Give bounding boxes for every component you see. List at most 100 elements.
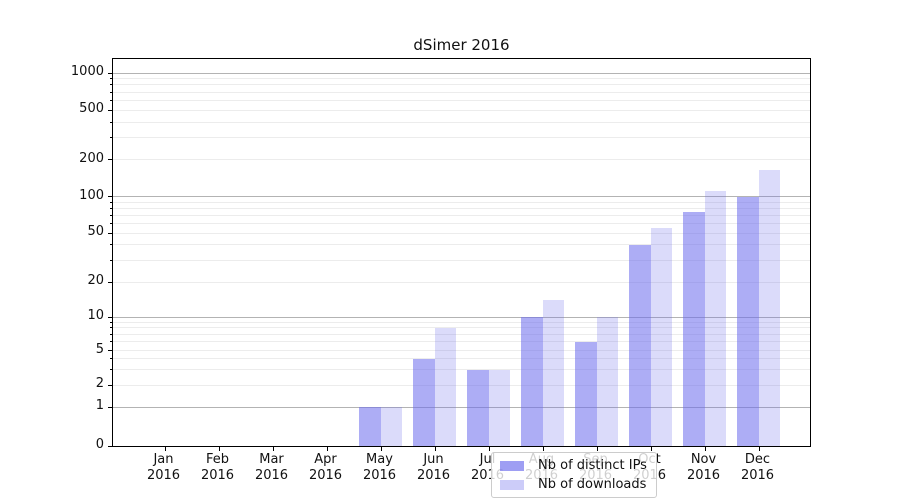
x-tick-label: Jan 2016 — [146, 452, 181, 483]
y-tick — [108, 159, 113, 160]
y-minor-tick — [110, 222, 113, 224]
legend-label: Nb of distinct IPs — [538, 458, 647, 473]
y-minor-tick — [110, 321, 113, 323]
minor-gridline — [113, 341, 810, 343]
y-minor-tick — [110, 207, 113, 209]
bar-distinct-ips-oct — [629, 244, 651, 446]
y-tick-label: 1 — [95, 398, 104, 413]
bar-distinct-ips-jul — [467, 369, 489, 446]
minor-gridline — [113, 201, 810, 203]
y-minor-tick — [110, 84, 113, 86]
x-tick — [164, 446, 166, 451]
minor-gridline — [113, 214, 810, 216]
y-minor-tick — [110, 214, 113, 216]
y-tick-label: 50 — [87, 224, 104, 239]
y-minor-tick — [110, 259, 113, 261]
minor-gridline — [113, 333, 810, 335]
y-minor-tick — [110, 327, 113, 329]
y-minor-tick — [110, 369, 113, 371]
minor-gridline — [113, 244, 810, 246]
x-tick — [380, 446, 382, 451]
y-tick-label: 10 — [87, 308, 104, 323]
y-minor-tick — [110, 78, 113, 80]
y-tick-label: 5 — [95, 341, 104, 357]
plot-area: Nb of distinct IPs Nb of downloads — [108, 58, 811, 498]
x-tick-label: Feb 2016 — [200, 452, 235, 483]
x-tick — [596, 446, 598, 451]
bar-downloads-aug — [542, 300, 564, 446]
y-tick — [108, 196, 113, 197]
bar-distinct-ips-dec — [737, 196, 759, 446]
major-gridline — [113, 196, 810, 197]
bar-downloads-nov — [704, 191, 726, 446]
y-tick — [108, 109, 113, 111]
y-minor-tick — [110, 121, 113, 123]
minor-gridline — [113, 232, 810, 234]
y-tick — [108, 384, 113, 386]
x-tick — [488, 446, 490, 451]
minor-gridline — [113, 137, 810, 139]
y-tick-label: 500 — [79, 101, 104, 116]
legend: Nb of distinct IPs Nb of downloads — [491, 452, 657, 498]
y-tick — [108, 72, 113, 74]
y-minor-tick — [110, 99, 113, 101]
legend-label: Nb of downloads — [538, 477, 647, 492]
y-tick — [108, 281, 113, 283]
minor-gridline — [113, 222, 810, 224]
minor-gridline — [113, 121, 810, 123]
y-tick — [108, 350, 113, 351]
minor-gridline — [113, 369, 810, 371]
y-tick-label: 100 — [79, 187, 104, 203]
minor-gridline — [113, 281, 810, 283]
y-tick-label: 200 — [79, 150, 104, 166]
x-tick — [704, 446, 706, 451]
minor-gridline — [113, 91, 810, 93]
bar-downloads-oct — [650, 227, 672, 446]
bar-downloads-jul — [488, 369, 510, 446]
minor-gridline — [113, 321, 810, 323]
chart-title: dSimer 2016 — [413, 36, 510, 54]
bar-distinct-ips-may — [359, 407, 381, 446]
bar-distinct-ips-jun — [413, 358, 435, 446]
minor-gridline — [113, 350, 810, 351]
x-tick-label: May 2016 — [362, 452, 397, 483]
bar-downloads-dec — [758, 169, 780, 446]
bar-distinct-ips-aug — [521, 317, 543, 446]
x-tick-label: Dec 2016 — [740, 452, 775, 483]
bar-distinct-ips-nov — [683, 211, 705, 446]
y-minor-tick — [110, 201, 113, 203]
legend-swatch-downloads — [500, 479, 524, 490]
bar-downloads-jun — [434, 327, 456, 446]
bar-downloads-may — [380, 407, 402, 446]
minor-gridline — [113, 384, 810, 386]
y-minor-tick — [110, 358, 113, 360]
minor-gridline — [113, 84, 810, 86]
y-minor-tick — [110, 91, 113, 93]
legend-item: Nb of downloads — [500, 477, 647, 492]
legend-item: Nb of distinct IPs — [500, 458, 647, 473]
y-tick — [108, 406, 113, 408]
bar-downloads-sep — [596, 317, 618, 446]
legend-swatch-distinct-ips — [500, 460, 524, 471]
minor-gridline — [113, 159, 810, 160]
y-tick — [108, 232, 113, 234]
x-tick — [758, 446, 760, 451]
y-tick — [108, 445, 113, 447]
y-tick-label: 1000 — [70, 64, 104, 79]
minor-gridline — [113, 207, 810, 209]
x-tick-label: Nov 2016 — [686, 452, 721, 483]
minor-gridline — [113, 99, 810, 101]
x-tick — [434, 446, 436, 451]
x-tick — [542, 446, 544, 451]
x-tick — [218, 446, 220, 451]
y-tick — [108, 316, 113, 318]
major-gridline — [113, 406, 810, 408]
x-tick-label: Mar 2016 — [254, 452, 289, 483]
y-tick-label: 20 — [87, 273, 104, 288]
minor-gridline — [113, 109, 810, 111]
bar-distinct-ips-sep — [575, 341, 597, 446]
minor-gridline — [113, 358, 810, 360]
y-minor-tick — [110, 341, 113, 343]
major-gridline — [113, 316, 810, 318]
